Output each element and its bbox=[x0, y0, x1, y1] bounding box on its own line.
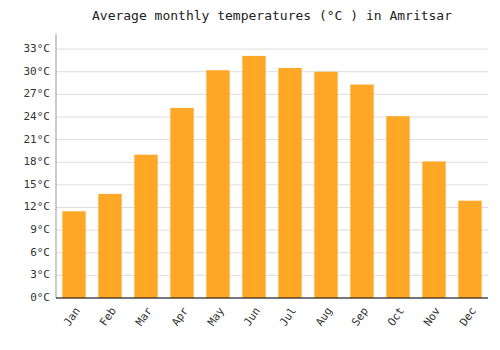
x-tick-label: Aug bbox=[313, 305, 335, 329]
grid-line bbox=[56, 116, 488, 117]
x-tick-label: Jan bbox=[61, 305, 83, 329]
bar bbox=[314, 72, 337, 298]
y-tick-label: 15°C bbox=[24, 178, 51, 191]
bar bbox=[278, 68, 301, 298]
bar bbox=[422, 161, 445, 298]
x-tick-label: Apr bbox=[169, 305, 191, 329]
x-tick-label: Nov bbox=[421, 305, 443, 329]
bar bbox=[458, 201, 481, 298]
y-tick-label: 27°C bbox=[24, 87, 51, 100]
bar bbox=[134, 155, 157, 298]
y-tick-label: 18°C bbox=[24, 155, 51, 168]
x-tick-label: Oct bbox=[385, 305, 407, 329]
bar bbox=[386, 116, 409, 298]
x-tick-label: May bbox=[205, 305, 227, 329]
bar bbox=[170, 108, 193, 298]
y-tick-label: 12°C bbox=[24, 200, 51, 213]
y-tick-label: 33°C bbox=[24, 42, 51, 55]
x-tick-label: Jun bbox=[241, 305, 263, 329]
bar bbox=[62, 211, 85, 298]
x-tick-label: Feb bbox=[97, 305, 119, 329]
grid-line bbox=[56, 298, 488, 299]
y-tick-label: 0°C bbox=[30, 291, 50, 304]
x-tick-label: Jul bbox=[277, 305, 299, 329]
grid-line bbox=[56, 139, 488, 140]
chart-title: Average monthly temperatures (°C ) in Am… bbox=[92, 8, 452, 23]
y-tick-label: 21°C bbox=[24, 133, 51, 146]
x-axis-line bbox=[56, 298, 488, 299]
bar bbox=[98, 194, 121, 298]
grid-line bbox=[56, 71, 488, 72]
x-tick-label: Dec bbox=[457, 305, 479, 329]
bar bbox=[206, 70, 229, 298]
y-tick-label: 9°C bbox=[30, 223, 50, 236]
x-tick-label: Mar bbox=[133, 305, 155, 329]
bar bbox=[350, 85, 373, 298]
y-tick-label: 3°C bbox=[30, 268, 50, 281]
grid bbox=[56, 49, 488, 298]
bar bbox=[242, 56, 265, 298]
y-tick-label: 24°C bbox=[24, 110, 51, 123]
x-tick-label: Sep bbox=[349, 305, 371, 329]
grid-line bbox=[56, 94, 488, 95]
y-tick-label: 6°C bbox=[30, 246, 50, 259]
y-axis-line bbox=[56, 34, 57, 298]
y-tick-label: 30°C bbox=[24, 65, 51, 78]
grid-line bbox=[56, 49, 488, 50]
chart-svg: Average monthly temperatures (°C ) in Am… bbox=[0, 0, 500, 350]
bars bbox=[62, 56, 481, 298]
